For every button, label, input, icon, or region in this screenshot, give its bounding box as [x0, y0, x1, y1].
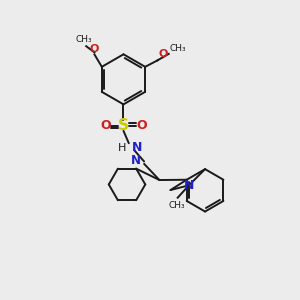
Text: O: O: [136, 119, 147, 132]
Text: CH₃: CH₃: [169, 201, 185, 210]
Text: N: N: [131, 154, 141, 167]
Text: N: N: [132, 141, 143, 154]
Text: CH₃: CH₃: [76, 35, 92, 44]
Text: O: O: [100, 119, 111, 132]
Text: H: H: [118, 142, 126, 153]
Text: N: N: [184, 179, 194, 192]
Text: CH₃: CH₃: [169, 44, 186, 53]
Text: S: S: [118, 118, 129, 133]
Text: O: O: [90, 44, 99, 54]
Text: O: O: [158, 49, 167, 58]
